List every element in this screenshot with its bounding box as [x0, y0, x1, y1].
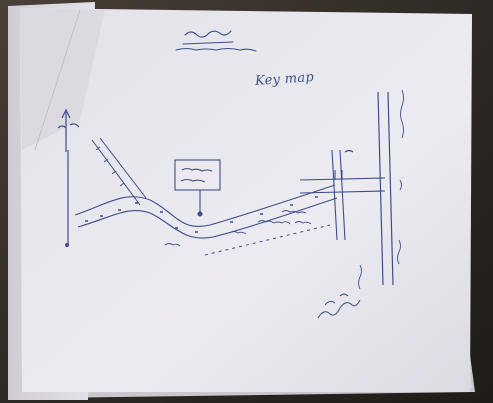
signature-scribble [317, 293, 361, 319]
junction [299, 149, 386, 241]
paper-sheet [20, 8, 472, 392]
title-scribble [175, 30, 257, 52]
north-arrow-icon [57, 108, 80, 152]
right-road-labels [358, 89, 404, 290]
right-road [377, 91, 394, 286]
location-box-icon [174, 159, 221, 217]
road-labels [164, 210, 312, 247]
main-road [74, 184, 338, 239]
diagonal-road [91, 137, 147, 206]
page-fold [20, 8, 105, 150]
